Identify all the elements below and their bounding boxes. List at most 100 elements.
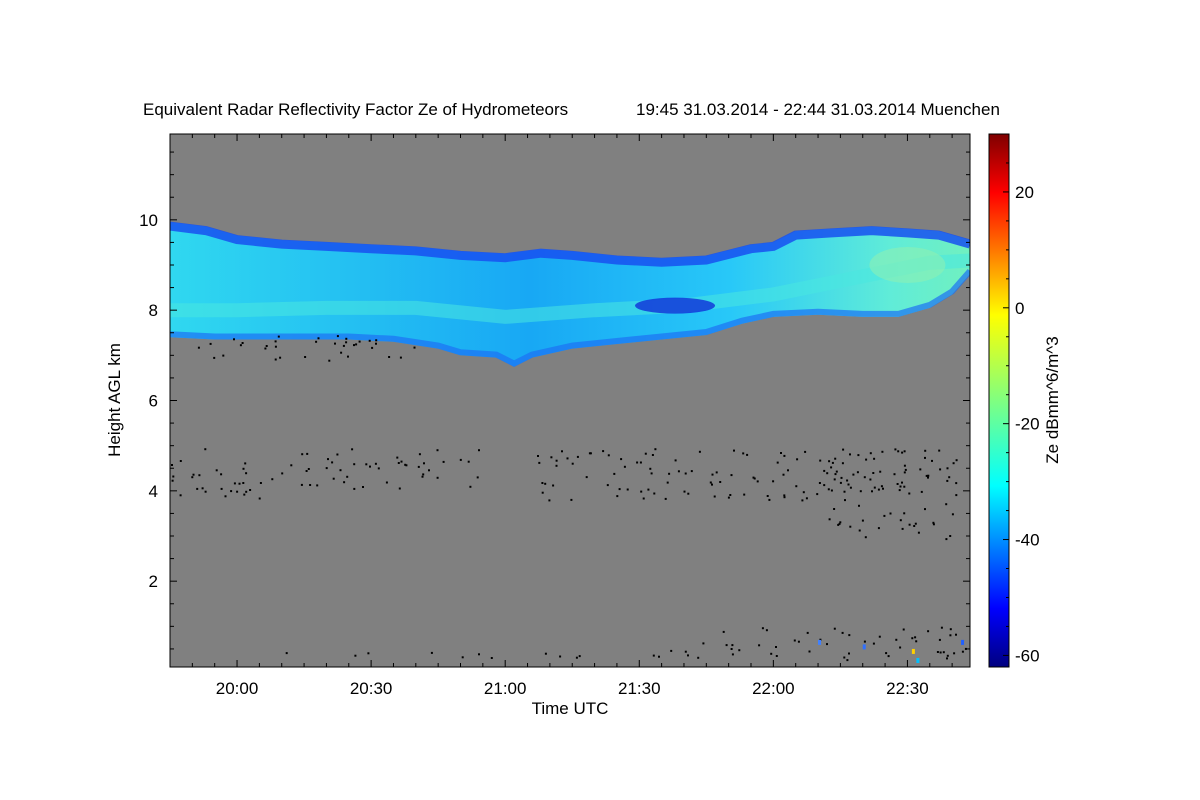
- noise-dot: [776, 461, 779, 464]
- noise-dot: [731, 653, 734, 656]
- noise-dot: [653, 492, 656, 495]
- noise-dot: [844, 499, 846, 502]
- noise-dot: [423, 462, 425, 465]
- noise-dot: [802, 491, 805, 494]
- noise-dot: [544, 652, 547, 655]
- noise-dot: [436, 449, 439, 452]
- noise-dot: [896, 483, 899, 485]
- noise-dot: [353, 344, 355, 347]
- x-axis-label: Time UTC: [532, 699, 609, 718]
- noise-dot: [538, 461, 541, 464]
- noise-dot: [955, 482, 958, 485]
- noise-dot: [243, 493, 246, 496]
- noise-dot: [616, 495, 619, 498]
- noise-dot: [369, 465, 371, 468]
- noise-dot: [731, 644, 734, 647]
- noise-dot: [924, 508, 926, 511]
- noise-dot: [281, 472, 284, 475]
- noise-dot: [334, 342, 336, 345]
- plot-background: [170, 134, 970, 667]
- noise-dot: [889, 512, 892, 515]
- x-axis: 20:00 20:30 21:00 21:30 22:00 22:30: [191, 134, 953, 698]
- cloud-bright-region: [869, 246, 946, 283]
- y-tick-label: 8: [149, 301, 158, 320]
- noise-dot: [719, 481, 722, 483]
- noise-dot: [285, 652, 288, 655]
- noise-dot: [833, 508, 836, 510]
- noise-dot: [787, 469, 789, 472]
- noise-dot: [658, 655, 660, 658]
- noise-dot: [806, 631, 809, 634]
- noise-dot: [833, 627, 836, 630]
- noise-dot: [365, 463, 368, 466]
- noise-dot: [305, 470, 308, 472]
- noise-dot: [914, 636, 917, 639]
- noise-dot: [550, 456, 553, 459]
- noise-dot: [725, 644, 728, 647]
- chart-subtitle: 19:45 31.03.2014 - 22:44 31.03.2014 Muen…: [636, 100, 1000, 119]
- noise-dot: [795, 485, 798, 488]
- colorbar-tick-label: 0: [1015, 299, 1024, 318]
- noise-dot: [901, 481, 903, 484]
- noise-dot: [417, 465, 420, 468]
- noise-dot: [939, 468, 942, 471]
- x-tick-label: 21:00: [484, 679, 527, 698]
- noise-dot: [241, 342, 244, 344]
- noise-dot: [400, 460, 403, 463]
- noise-dot: [880, 485, 883, 488]
- noise-dot: [808, 650, 811, 653]
- noise-dot: [677, 470, 680, 473]
- colorbar-tick-label: -60: [1015, 646, 1040, 665]
- noise-dot: [843, 656, 846, 659]
- noise-dot: [670, 649, 673, 652]
- noise-dot: [830, 489, 833, 492]
- noise-dot: [831, 461, 834, 464]
- noise-dot: [783, 494, 786, 497]
- noise-dot: [300, 483, 303, 486]
- noise-dot: [197, 346, 200, 349]
- noise-dot: [722, 630, 725, 633]
- noise-dot: [743, 493, 746, 496]
- noise-dot: [917, 531, 920, 534]
- noise-dot: [915, 640, 918, 643]
- noise-dot: [827, 488, 830, 491]
- noise-dot: [316, 484, 319, 487]
- noise-dot: [325, 467, 328, 470]
- noise-dot: [946, 467, 949, 470]
- noise-dot: [895, 638, 898, 641]
- noise-dot: [711, 473, 714, 476]
- noise-dot: [823, 484, 826, 487]
- noise-speckles: [171, 335, 967, 663]
- noise-dot: [171, 464, 173, 466]
- noise-dot: [873, 457, 876, 460]
- noise-dot: [606, 484, 609, 487]
- noise-dot: [841, 631, 844, 634]
- x-tick-label: 22:00: [752, 679, 795, 698]
- noise-dot: [201, 487, 204, 490]
- noise-dot: [668, 472, 671, 475]
- noise-dot: [192, 473, 195, 476]
- noise-dot: [647, 488, 650, 491]
- noise-dot: [753, 477, 756, 480]
- noise-dot: [848, 634, 851, 637]
- noise-dot: [946, 479, 949, 482]
- noise-dot: [328, 359, 331, 362]
- noise-dot: [490, 657, 493, 659]
- x-tick-label: 20:30: [350, 679, 393, 698]
- noise-dot: [796, 458, 799, 461]
- noise-dot: [555, 459, 558, 462]
- noise-dot: [690, 470, 693, 473]
- noise-dot: [758, 644, 761, 647]
- noise-dot: [925, 474, 928, 477]
- colorbar-tick-label: -20: [1015, 415, 1040, 434]
- noise-dot: [953, 652, 956, 655]
- noise-dot: [887, 655, 890, 658]
- noise-dot: [398, 487, 401, 490]
- noise-dot: [738, 649, 741, 652]
- noise-dot: [306, 452, 309, 455]
- noise-dot: [566, 457, 569, 460]
- noise-dot: [245, 472, 248, 475]
- noise-dot: [575, 656, 578, 659]
- noise-dot: [775, 646, 777, 648]
- noise-dot: [885, 652, 888, 655]
